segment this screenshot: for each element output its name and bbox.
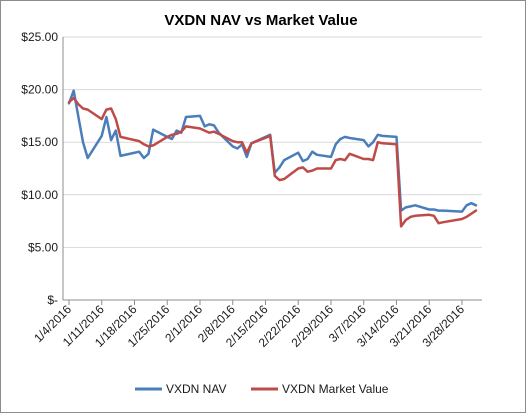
legend: VXDN NAV VXDN Market Value: [135, 382, 389, 396]
x-axis-tick-labels: 1/4/20161/11/20161/18/20161/25/20162/1/2…: [31, 302, 467, 350]
chart-title: VXDN NAV vs Market Value: [164, 12, 357, 29]
x-axis: [68, 300, 463, 305]
gridlines: [62, 36, 482, 301]
y-tick-label: $-: [47, 293, 58, 307]
y-tick-label: $20.00: [21, 83, 58, 97]
legend-label-nav: VXDN NAV: [166, 382, 226, 396]
y-tick-label: $10.00: [21, 188, 58, 202]
y-tick-label: $25.00: [21, 30, 58, 44]
legend-label-market-value: VXDN Market Value: [282, 382, 389, 396]
series-line-market-value: [67, 96, 478, 228]
y-tick-label: $15.00: [21, 135, 58, 149]
y-tick-label: $5.00: [28, 240, 58, 254]
y-axis-tick-labels: $- $5.00 $10.00 $15.00 $20.00 $25.00: [21, 30, 58, 307]
series-lines: [67, 89, 478, 228]
